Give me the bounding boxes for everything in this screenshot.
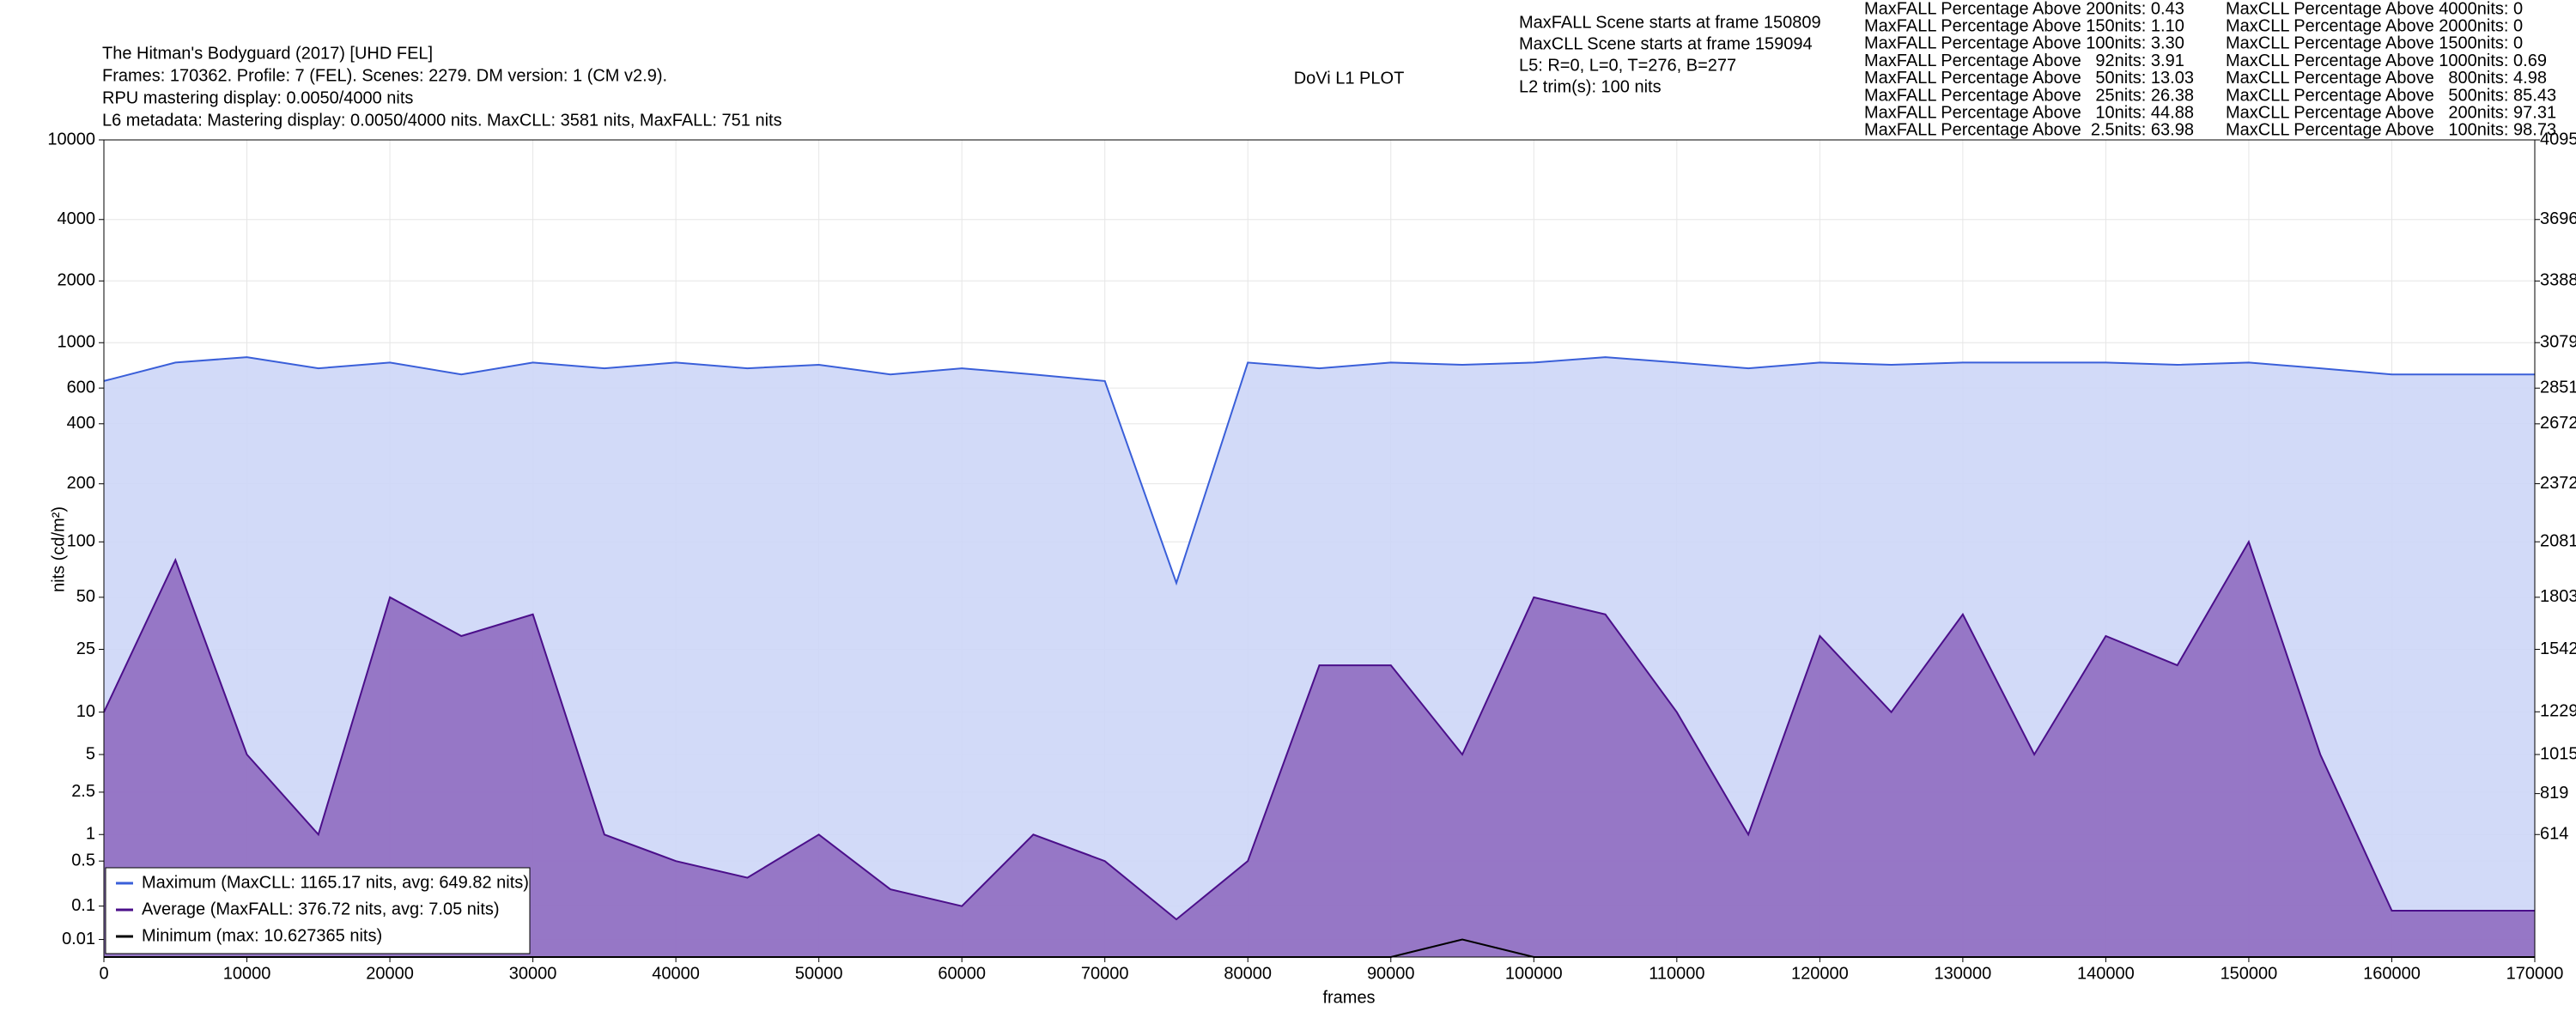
y2-tick-label: 3388: [2540, 271, 2576, 290]
maxfall-stat: MaxFALL Percentage Above 200nits: 0.43: [1864, 0, 2184, 18]
y-axis-label: nits (cd/m²): [49, 506, 68, 592]
maxcll-stat: MaxCLL Percentage Above 500nits: 85.43: [2226, 86, 2556, 105]
series-line: [103, 539, 2535, 921]
series-area: [104, 542, 2535, 957]
y-tick-label: 5: [86, 744, 95, 763]
maxcll-stat: MaxCLL Percentage Above 2000nits: 0: [2226, 16, 2523, 35]
scene-line: L5: R=0, L=0, T=276, B=277: [1519, 56, 1736, 75]
y2-tick-label: 2851: [2540, 378, 2576, 397]
y-tick-label: 200: [67, 474, 95, 493]
maxfall-stat: MaxFALL Percentage Above 100nits: 3.30: [1864, 34, 2184, 53]
info-line: Frames: 170362. Profile: 7 (FEL). Scenes…: [102, 66, 667, 85]
x-tick-label: 160000: [2363, 964, 2421, 983]
y2-tick-label: 819: [2540, 784, 2568, 803]
legend-label: Minimum (max: 10.627365 nits): [142, 926, 382, 945]
y2-tick-label: 1015: [2540, 744, 2576, 763]
info-line: The Hitman's Bodyguard (2017) [UHD FEL]: [102, 44, 433, 63]
chart-title: DoVi L1 PLOT: [1294, 69, 1405, 88]
y2-tick-label: 1803: [2540, 587, 2576, 606]
y-tick-label: 10: [76, 702, 95, 721]
maxcll-stat: MaxCLL Percentage Above 4000nits: 0: [2226, 0, 2523, 18]
scene-line: MaxFALL Scene starts at frame 150809: [1519, 13, 1821, 32]
x-tick-label: 140000: [2077, 964, 2135, 983]
x-tick-label: 150000: [2221, 964, 2278, 983]
x-tick-label: 100000: [1505, 964, 1563, 983]
y-tick-label: 1000: [58, 333, 96, 352]
y2-tick-label: 1229: [2540, 702, 2576, 721]
y2-tick-label: 2372: [2540, 474, 2576, 493]
x-tick-label: 30000: [509, 964, 557, 983]
x-tick-label: 80000: [1224, 964, 1272, 983]
y2-tick-label: 1542: [2540, 639, 2576, 658]
x-tick-label: 170000: [2506, 964, 2564, 983]
y2-tick-label: 2672: [2540, 414, 2576, 433]
legend-box: [105, 867, 531, 954]
y-tick-label: 25: [76, 639, 95, 658]
y2-tick-label: 3696: [2540, 209, 2576, 228]
maxcll-stat: MaxCLL Percentage Above 1000nits: 0.69: [2226, 52, 2547, 70]
y-tick-label: 0.5: [71, 851, 95, 869]
y-tick-label: 4000: [58, 209, 96, 228]
info-line: RPU mastering display: 0.0050/4000 nits: [102, 88, 413, 107]
x-tick-label: 50000: [795, 964, 843, 983]
scene-line: L2 trim(s): 100 nits: [1519, 77, 1662, 96]
y2-tick-label: 2081: [2540, 531, 2576, 550]
y-tick-label: 600: [67, 378, 95, 397]
y-tick-label: 2.5: [71, 782, 95, 801]
y2-tick-label: 614: [2540, 825, 2568, 844]
x-tick-label: 40000: [652, 964, 700, 983]
maxcll-stat: MaxCLL Percentage Above 100nits: 98.73: [2226, 121, 2556, 140]
x-axis-label: frames: [1322, 988, 1375, 1007]
y2-tick-label: 4095: [2540, 130, 2576, 148]
y-tick-label: 0.01: [62, 930, 95, 948]
x-tick-label: 10000: [223, 964, 271, 983]
x-tick-label: 90000: [1367, 964, 1415, 983]
maxfall-stat: MaxFALL Percentage Above 25nits: 26.38: [1864, 86, 2194, 105]
y2-tick-label: 3079: [2540, 332, 2576, 351]
maxfall-stat: MaxFALL Percentage Above 150nits: 1.10: [1864, 16, 2184, 35]
x-tick-label: 0: [99, 964, 108, 983]
y-tick-label: 1: [86, 825, 95, 844]
maxfall-stat: MaxFALL Percentage Above 2.5nits: 63.98: [1864, 121, 2194, 140]
scene-line: MaxCLL Scene starts at frame 159094: [1519, 34, 1813, 53]
x-tick-label: 20000: [366, 964, 414, 983]
maxcll-stat: MaxCLL Percentage Above 800nits: 4.98: [2226, 69, 2547, 88]
y-tick-label: 100: [67, 532, 95, 551]
y-tick-label: 2000: [58, 271, 96, 290]
maxcll-stat: MaxCLL Percentage Above 1500nits: 0: [2226, 34, 2523, 53]
maxfall-stat: MaxFALL Percentage Above 92nits: 3.91: [1864, 52, 2184, 70]
y-tick-label: 10000: [47, 130, 95, 148]
plot-frame: [103, 139, 2536, 958]
legend-label: Average (MaxFALL: 376.72 nits, avg: 7.05…: [142, 900, 500, 918]
legend-label: Maximum (MaxCLL: 1165.17 nits, avg: 649.…: [142, 873, 529, 892]
maxfall-stat: MaxFALL Percentage Above 50nits: 13.03: [1864, 69, 2194, 88]
x-tick-label: 70000: [1081, 964, 1129, 983]
maxfall-stat: MaxFALL Percentage Above 10nits: 44.88: [1864, 103, 2194, 122]
series-line: [103, 356, 2535, 586]
y-tick-label: 0.1: [71, 896, 95, 915]
x-tick-label: 120000: [1791, 964, 1849, 983]
info-line: L6 metadata: Mastering display: 0.0050/4…: [102, 111, 782, 130]
y-tick-label: 50: [76, 587, 95, 606]
maxcll-stat: MaxCLL Percentage Above 200nits: 97.31: [2226, 103, 2556, 122]
y-tick-label: 400: [67, 414, 95, 433]
x-tick-label: 110000: [1649, 964, 1704, 983]
x-tick-label: 130000: [1935, 964, 1992, 983]
x-tick-label: 60000: [938, 964, 986, 983]
